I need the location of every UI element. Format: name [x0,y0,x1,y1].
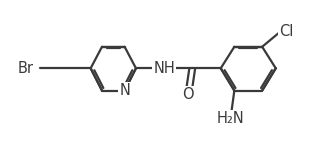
Text: N: N [119,83,130,98]
Text: Cl: Cl [279,24,293,39]
Text: H₂N: H₂N [216,111,244,126]
Text: Br: Br [18,61,34,76]
Text: NH: NH [153,61,175,76]
Text: O: O [183,87,194,102]
